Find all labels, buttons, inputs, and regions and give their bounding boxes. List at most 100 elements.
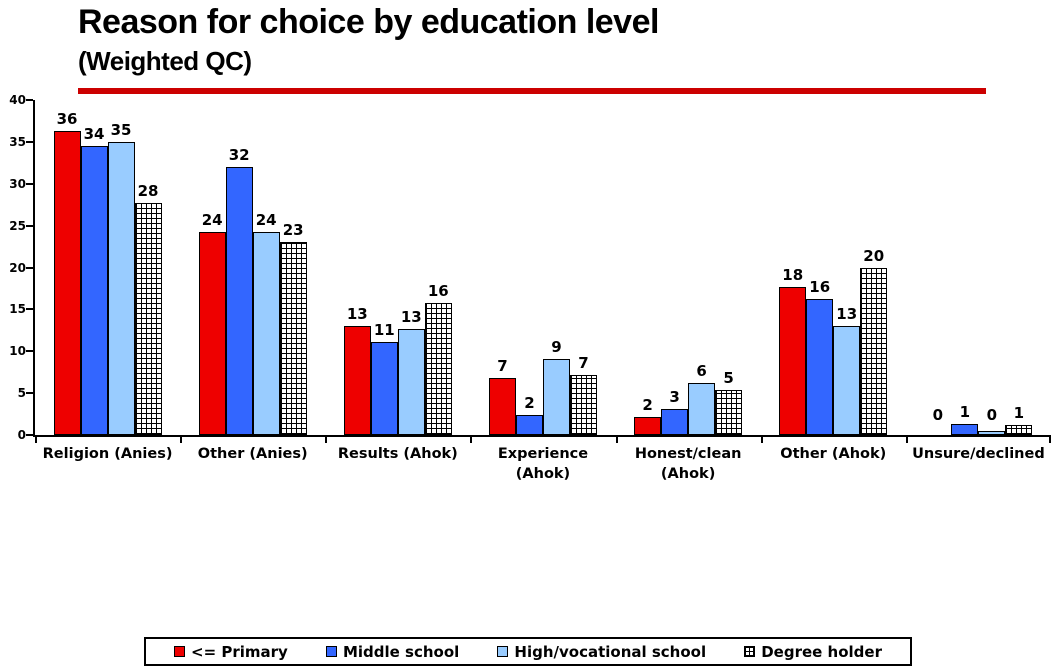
- bar: [198, 232, 226, 435]
- legend-label: Middle school: [342, 642, 460, 661]
- bar: [80, 146, 108, 435]
- bar-value-label: 7: [497, 357, 508, 376]
- bar-value-label: 16: [809, 278, 831, 297]
- bar: [134, 203, 162, 435]
- bar-value-label: 0: [932, 406, 944, 424]
- bar: [107, 141, 135, 435]
- bar-value-label: 1: [1013, 403, 1025, 422]
- bar: [978, 430, 1006, 435]
- page-title: Reason for choice by education level: [78, 3, 659, 41]
- y-axis-tick: [26, 308, 33, 311]
- legend-label: Degree holder: [761, 642, 882, 661]
- bar: [634, 416, 662, 435]
- bar: [661, 409, 689, 435]
- x-axis-category-label: Experience (Ahok): [497, 446, 589, 482]
- x-axis-tick: [760, 437, 763, 443]
- bar-value-label: 35: [110, 120, 132, 139]
- x-axis-category-label: Other (Ahok): [780, 446, 887, 462]
- bar: [688, 383, 716, 435]
- y-axis-tick-label: 30: [9, 176, 26, 191]
- y-axis-tick-label: 20: [9, 260, 26, 275]
- x-axis-tick: [1049, 437, 1051, 443]
- bar: [279, 241, 307, 435]
- x-axis-category-label: Unsure/declined: [912, 446, 1045, 462]
- x-axis-tick: [615, 437, 618, 443]
- legend-label: High/vocational school: [514, 642, 707, 661]
- y-axis-tick: [26, 224, 33, 227]
- bar-value-label: 5: [723, 368, 734, 387]
- bar-value-label: 36: [56, 110, 78, 128]
- x-axis-tick: [35, 437, 37, 443]
- legend-swatch: [744, 646, 756, 657]
- bar: [542, 358, 570, 435]
- bar: [53, 131, 81, 435]
- header: Reason for choice by education level (We…: [78, 0, 998, 78]
- y-axis-tick: [26, 350, 33, 353]
- bar: [715, 389, 743, 435]
- legend-item: Degree holder: [744, 643, 882, 661]
- bar-value-label: 1: [959, 403, 971, 422]
- legend-item: <= Primary: [174, 643, 288, 661]
- bar: [569, 374, 597, 435]
- bar-value-label: 13: [400, 308, 422, 327]
- bar-chart-plot-area: 36 34 35 28 Religion (Anies) 24 32 24 23 Other (A…: [26, 99, 1051, 482]
- bar: [806, 299, 834, 435]
- y-axis-tick-label: 10: [9, 344, 26, 359]
- y-axis-tick-label: 0: [17, 428, 26, 442]
- bar-value-label: 2: [524, 393, 535, 412]
- y-axis-tick-label: 40: [9, 93, 26, 107]
- bar: [860, 268, 888, 435]
- bar-value-label: 13: [346, 305, 368, 324]
- bar: [424, 302, 452, 435]
- bar: [951, 424, 979, 435]
- legend-label: <= Primary: [191, 642, 288, 661]
- bar: [252, 232, 280, 435]
- bar: [397, 329, 425, 435]
- bar-value-label: 7: [578, 353, 589, 372]
- x-axis-tick: [470, 437, 473, 443]
- bar-value-label: 13: [836, 305, 858, 324]
- bar-value-label: 23: [282, 220, 304, 239]
- legend-item: Middle school: [325, 642, 460, 661]
- bar: [515, 414, 543, 435]
- bar-value-label: 24: [255, 211, 277, 230]
- bar-value-label: 6: [696, 362, 707, 381]
- x-axis-tick: [325, 437, 328, 443]
- y-axis-tick-label: 35: [9, 134, 26, 149]
- bar: [779, 286, 807, 435]
- bar-value-label: 24: [201, 211, 223, 230]
- bar: [225, 167, 253, 435]
- y-axis-tick: [26, 434, 33, 436]
- legend-swatch: [174, 646, 185, 657]
- bar: [488, 378, 516, 435]
- y-axis-tick: [26, 99, 33, 101]
- bar: [1005, 424, 1033, 435]
- bar-value-label: 16: [427, 281, 449, 300]
- y-axis-tick-label: 5: [17, 386, 26, 401]
- legend-swatch: [497, 646, 509, 657]
- y-axis-tick: [26, 266, 33, 269]
- bar-value-label: 34: [83, 125, 105, 144]
- y-axis-tick-label: 25: [9, 218, 26, 233]
- bar-value-label: 28: [137, 182, 159, 201]
- bar-value-label: 3: [669, 388, 680, 407]
- legend-item: High/vocational school: [497, 643, 706, 661]
- title-underline: [78, 88, 986, 94]
- x-axis-category-label: Other (Anies): [197, 446, 308, 462]
- chart-legend: <= Primary Middle school High/vocational s…: [144, 637, 912, 666]
- x-axis-category-label: Religion (Anies): [42, 446, 173, 462]
- page-subtitle: (Weighted QC): [78, 46, 252, 76]
- bar-value-label: 0: [986, 406, 998, 424]
- bar-value-label: 18: [782, 265, 804, 284]
- y-axis-tick-label: 15: [9, 302, 26, 317]
- legend-swatch: [325, 646, 337, 657]
- y-axis-tick: [26, 140, 33, 143]
- x-axis-tick: [905, 437, 908, 443]
- x-axis-category-label: Honest/clean (Ahok): [634, 446, 742, 482]
- bar-value-label: 2: [642, 395, 653, 414]
- x-axis-category-label: Results (Ahok): [337, 446, 458, 462]
- y-axis-tick: [26, 392, 33, 395]
- bar-value-label: 32: [228, 146, 250, 164]
- x-axis-tick: [180, 437, 183, 443]
